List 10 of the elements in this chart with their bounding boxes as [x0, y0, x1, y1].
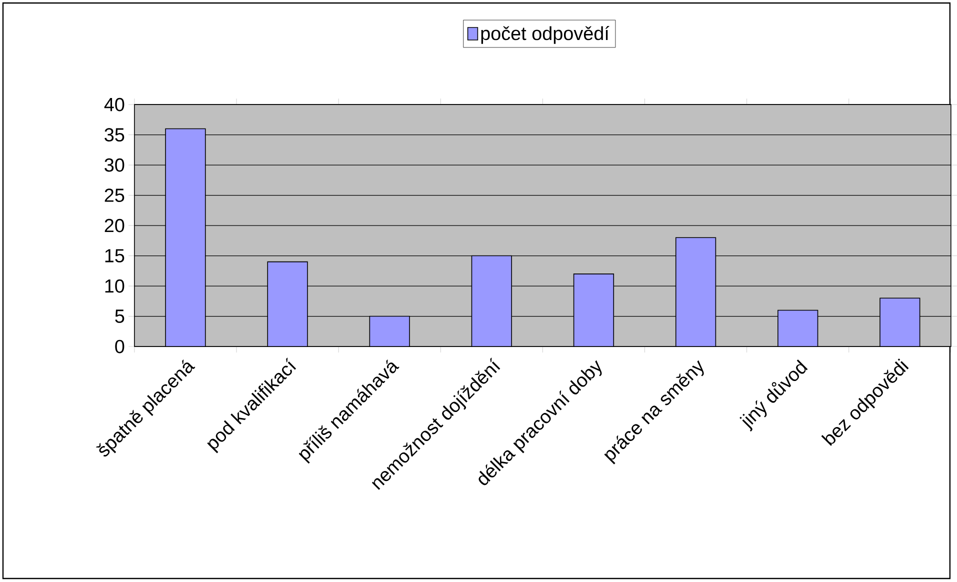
y-tick-label: 30 — [104, 158, 124, 172]
y-tick-label: 20 — [104, 219, 124, 232]
y-tick-label: 10 — [105, 280, 124, 293]
y-tick-label: 25 — [104, 188, 124, 202]
y-tick-label: 15 — [105, 249, 124, 263]
y-tick-label: 0 — [115, 340, 124, 354]
y-tick-label: 5 — [115, 310, 124, 324]
y-tick-label: 40 — [104, 98, 124, 112]
legend-label: počet odpovědí — [481, 26, 610, 44]
y-tick-label: 35 — [104, 128, 124, 142]
